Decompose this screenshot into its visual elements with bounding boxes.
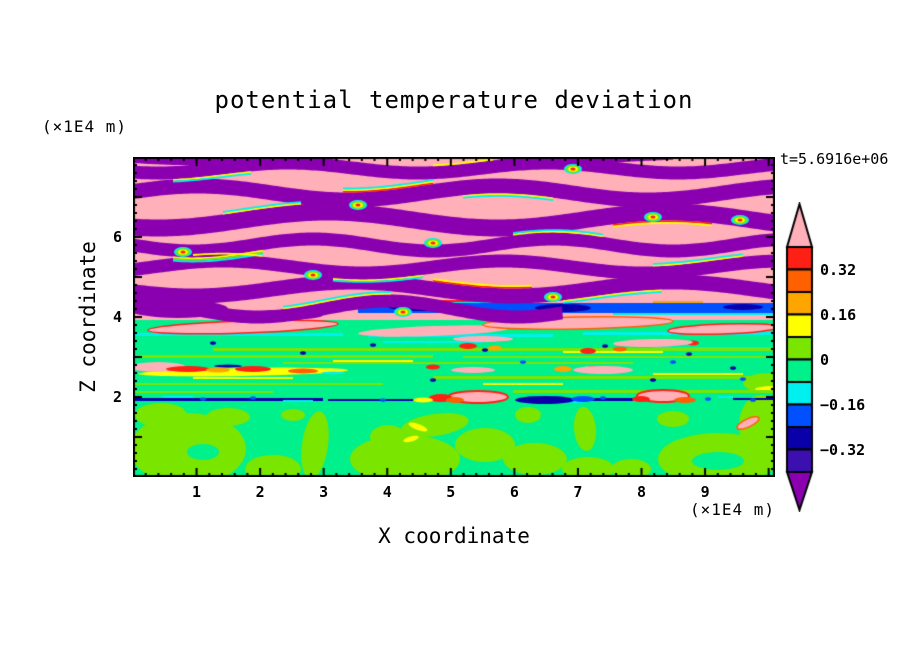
z-axis-unit-label: (×1E4 m) — [42, 117, 128, 136]
z-tick-label: 4 — [112, 308, 122, 326]
x-axis-unit-label: (×1E4 m) — [689, 500, 775, 519]
colorbar-tick-label: 0.32 — [820, 260, 857, 279]
x-tick-label: 9 — [700, 483, 710, 501]
colorbar-tick-label: −0.16 — [820, 395, 866, 414]
x-tick-label: 8 — [636, 483, 647, 501]
x-tick-label: 7 — [573, 483, 583, 501]
colorbar — [783, 202, 815, 512]
x-tick-label: 4 — [382, 483, 392, 501]
chart-title: potential temperature deviation — [214, 86, 694, 114]
colorbar-tick-label: 0.16 — [820, 305, 857, 324]
x-tick-label: 1 — [192, 483, 202, 501]
z-tick-label: 2 — [112, 388, 122, 406]
time-label: t=5.6916e+06 — [780, 150, 889, 168]
colorbar-tick-label: −0.32 — [820, 440, 866, 459]
z-tick-label: 6 — [112, 228, 122, 246]
x-tick-label: 5 — [446, 483, 456, 501]
x-axis-title: X coordinate — [378, 524, 530, 548]
contour-field-canvas — [133, 157, 775, 477]
colorbar-tick-label: 0 — [820, 350, 830, 369]
x-tick-label: 2 — [255, 483, 265, 501]
x-tick-label: 3 — [319, 483, 329, 501]
x-tick-label: 6 — [509, 483, 519, 501]
